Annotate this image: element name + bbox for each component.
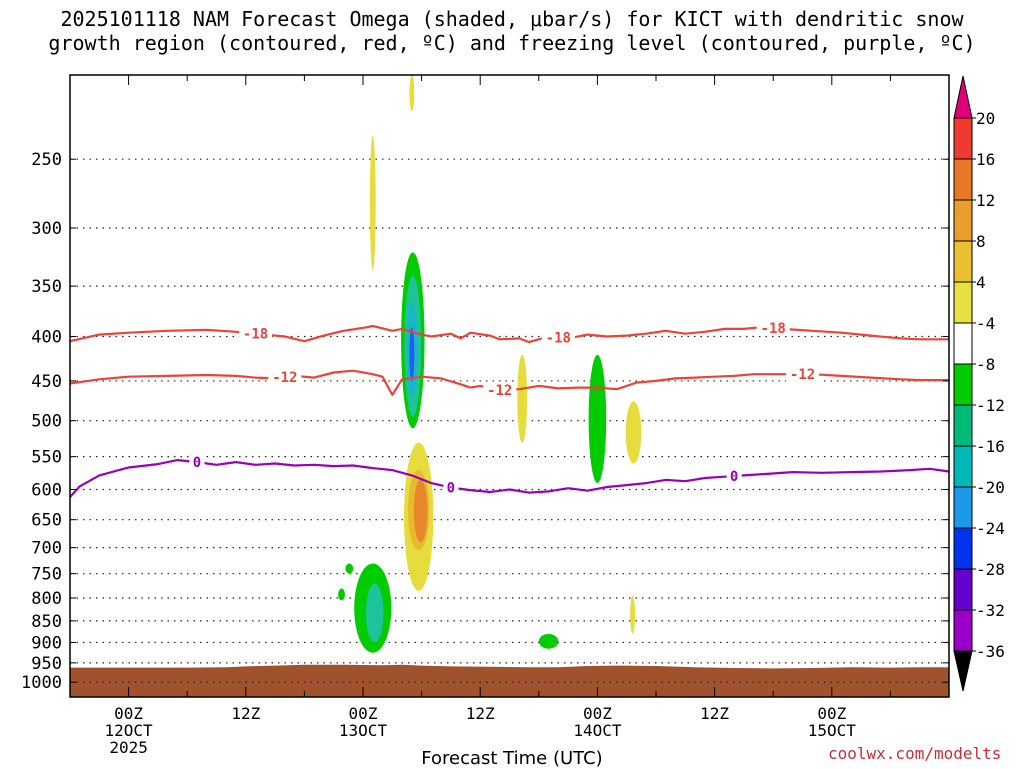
colorbar-box-4 bbox=[953, 281, 973, 324]
colorbar-label-9: -20 bbox=[976, 478, 1005, 497]
contour-label-bg-2-2 bbox=[726, 468, 742, 485]
x-tick-label-24-0: 00Z bbox=[349, 704, 378, 723]
y-tick-label-900: 900 bbox=[31, 633, 62, 653]
colorbar-label-2: 12 bbox=[976, 191, 995, 210]
x-tick-label-60-0: 12Z bbox=[700, 704, 729, 723]
colorbar-box-9 bbox=[953, 486, 973, 529]
x-tick-label-0-1: 12OCT bbox=[105, 721, 154, 740]
y-tick-label-300: 300 bbox=[31, 219, 62, 239]
x-tick-label-0-0: 00Z bbox=[114, 704, 143, 723]
colorbar-top-triangle bbox=[953, 75, 973, 119]
colorbar-box-1 bbox=[953, 158, 973, 201]
contour-label-0-1: -18 bbox=[546, 330, 571, 346]
y-tick-label-1000: 1000 bbox=[21, 673, 62, 693]
contour-label-0-2: -18 bbox=[761, 321, 786, 337]
colorbar-label-11: -28 bbox=[976, 560, 1005, 579]
plot-frame bbox=[69, 74, 950, 698]
chart-title-line-1: 2025101118 NAM Forecast Omega (shaded, μ… bbox=[60, 7, 964, 31]
y-tick-label-700: 700 bbox=[31, 539, 62, 559]
colorbar-label-8: -16 bbox=[976, 437, 1005, 456]
colorbar-bottom-triangle bbox=[953, 650, 973, 692]
y-tick-label-250: 250 bbox=[31, 150, 62, 170]
y-tick-label-550: 550 bbox=[31, 448, 62, 468]
x-tick-label-0-2: 2025 bbox=[109, 738, 148, 757]
terrain-fill bbox=[70, 664, 949, 697]
contour-label-bg-1-1 bbox=[483, 382, 517, 399]
omega-region-12 bbox=[588, 354, 607, 484]
contour-label-bg-1-0 bbox=[268, 369, 302, 386]
omega-region-6 bbox=[625, 401, 642, 464]
x-tick-label-48-1: 14OCT bbox=[573, 721, 622, 740]
colorbar-label-10: -24 bbox=[976, 519, 1005, 538]
omega-region-2 bbox=[413, 479, 428, 543]
y-tick-label-450: 450 bbox=[31, 372, 62, 392]
colorbar-label-12: -32 bbox=[976, 601, 1005, 620]
colorbar-label-6: -8 bbox=[976, 355, 995, 374]
contour-label-bg-0-2 bbox=[756, 319, 790, 336]
colorbar-label-7: -12 bbox=[976, 396, 1005, 415]
credit-text: coolwx.com/modelts bbox=[828, 744, 1002, 763]
colorbar-label-1: 16 bbox=[976, 150, 995, 169]
omega-region-5 bbox=[517, 354, 528, 443]
y-tick-label-400: 400 bbox=[31, 328, 62, 348]
contour-label-2-1: 0 bbox=[447, 481, 455, 497]
omega-region-14 bbox=[365, 583, 384, 643]
colorbar-box-5 bbox=[953, 322, 973, 365]
x-tick-label-72-0: 00Z bbox=[817, 704, 846, 723]
colorbar-box-8 bbox=[953, 445, 973, 488]
y-tick-label-350: 350 bbox=[31, 277, 62, 297]
colorbar-box-2 bbox=[953, 199, 973, 242]
colorbar-label-13: -36 bbox=[976, 642, 1005, 661]
omega-region-7 bbox=[630, 595, 636, 634]
contour-label-bg-1-2 bbox=[786, 366, 819, 383]
omega-region-3 bbox=[369, 135, 376, 270]
colorbar-box-0 bbox=[953, 117, 973, 160]
colorbar-label-4: 4 bbox=[976, 273, 986, 292]
x-tick-label-12-0: 12Z bbox=[231, 704, 260, 723]
colorbar-label-0: 20 bbox=[976, 109, 995, 128]
contour-label-0-0: -18 bbox=[243, 327, 268, 343]
y-tick-label-850: 850 bbox=[31, 612, 62, 632]
omega-region-15 bbox=[345, 563, 354, 574]
colorbar-label-5: -4 bbox=[976, 314, 995, 333]
contour-line-freezing-2 bbox=[69, 459, 950, 498]
colorbar-box-6 bbox=[953, 363, 973, 406]
omega-region-16 bbox=[338, 588, 345, 601]
contour-label-bg-2-1 bbox=[443, 479, 459, 496]
y-tick-label-500: 500 bbox=[31, 412, 62, 432]
x-tick-label-48-0: 00Z bbox=[583, 704, 612, 723]
y-tick-label-600: 600 bbox=[31, 480, 62, 500]
contour-label-bg-0-0 bbox=[239, 325, 273, 342]
y-tick-label-800: 800 bbox=[31, 589, 62, 609]
contour-label-bg-2-0 bbox=[189, 454, 205, 471]
contour-label-1-0: -12 bbox=[272, 370, 297, 386]
contour-label-1-1: -12 bbox=[487, 383, 512, 399]
colorbar-box-7 bbox=[953, 404, 973, 447]
colorbar-label-3: 8 bbox=[976, 232, 986, 251]
contour-label-bg-0-1 bbox=[541, 329, 575, 346]
colorbar-box-11 bbox=[953, 568, 973, 611]
contour-label-2-2: 0 bbox=[730, 469, 738, 485]
colorbar-box-12 bbox=[953, 609, 973, 652]
x-tick-label-24-1: 13OCT bbox=[339, 721, 388, 740]
chart-title-line-2: growth region (contoured, red, ºC) and f… bbox=[48, 31, 976, 55]
contour-label-1-2: -12 bbox=[790, 367, 815, 383]
omega-region-17 bbox=[538, 633, 559, 649]
omega-region-11 bbox=[409, 326, 415, 381]
x-tick-label-72-1: 15OCT bbox=[808, 721, 857, 740]
y-tick-label-750: 750 bbox=[31, 565, 62, 585]
x-axis-label: Forecast Time (UTC) bbox=[421, 748, 603, 769]
contour-label-2-0: 0 bbox=[193, 455, 201, 471]
colorbar-box-10 bbox=[953, 527, 973, 570]
omega-region-4 bbox=[409, 75, 415, 111]
x-tick-label-36-0: 12Z bbox=[466, 704, 495, 723]
y-tick-label-950: 950 bbox=[31, 654, 62, 674]
y-tick-label-650: 650 bbox=[31, 511, 62, 531]
colorbar-box-3 bbox=[953, 240, 973, 283]
